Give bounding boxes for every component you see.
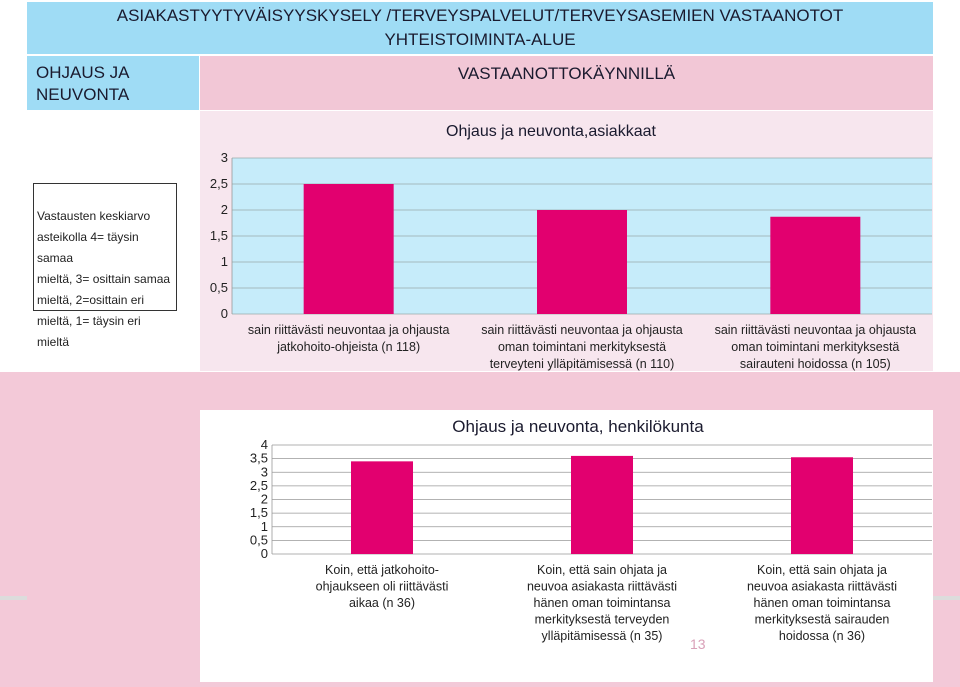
legend-note: Vastausten keskiarvo asteikolla 4= täysi… <box>37 206 175 353</box>
category-label: sain riittävästi neuvontaa ja ohjausta om… <box>715 323 917 371</box>
page-number: 13 <box>690 636 706 652</box>
legend-note-box <box>33 183 177 311</box>
category-label-line: ohjaukseen oli riittävästi <box>316 580 449 594</box>
legend-note-line: mieltä, 3= osittain samaa <box>37 272 171 286</box>
category-label: Koin, että jatkohoito-ohjaukseen oli rii… <box>316 563 449 610</box>
y-tick-label: 1,5 <box>250 505 268 520</box>
legend-note-line: Vastausten keskiarvo <box>37 209 151 223</box>
subsection-label: VASTAANOTTOKÄYNNILLÄ <box>457 64 676 83</box>
section-label-box <box>27 56 199 110</box>
category-label-line: aikaa (n 36) <box>349 596 415 610</box>
category-label-line: neuvoa asiakasta riittävästi <box>747 580 897 594</box>
category-label-line: sain riittävästi neuvontaa ja ohjausta <box>715 323 917 337</box>
y-tick-label: 1 <box>221 254 228 269</box>
category-label-line: Koin, että sain ohjata ja <box>537 563 667 577</box>
y-tick-label: 2,5 <box>210 176 228 191</box>
y-tick-label: 0,5 <box>210 280 228 295</box>
page-title-line2: YHTEISTOIMINTA-ALUE <box>384 30 576 49</box>
y-tick-label: 3,5 <box>250 451 268 466</box>
category-label: sain riittävästi neuvontaa ja ohjausta ja… <box>248 323 450 354</box>
category-label-line: neuvoa asiakasta riittävästi <box>527 580 677 594</box>
section-label: OHJAUS JA NEUVONTA <box>36 63 130 104</box>
bar <box>571 455 633 554</box>
y-tick-label: 0 <box>221 306 228 321</box>
bar <box>791 457 853 554</box>
y-tick-label: 1,5 <box>210 228 228 243</box>
chart-title: Ohjaus ja neuvonta, henkilökunta <box>452 417 704 436</box>
divider <box>0 596 27 600</box>
category-label-line: oman toimintani merkityksestä <box>498 340 666 354</box>
category-label-line: merkityksestä sairauden <box>755 613 890 627</box>
bar <box>303 184 394 314</box>
category-label-line: hänen oman toimintansa <box>534 596 671 610</box>
chart-title: Ohjaus ja neuvonta,asiakkaat <box>446 123 656 140</box>
bar <box>770 216 861 314</box>
category-label-line: Koin, että jatkohoito- <box>325 563 439 577</box>
category-label: Koin, että sain ohjata ja neuvoa asiakast… <box>747 563 897 643</box>
category-label-line: hänen oman toimintansa <box>754 596 891 610</box>
bar <box>537 210 627 314</box>
category-label-line: sain riittävästi neuvontaa ja ohjausta <box>248 323 450 337</box>
category-label: sain riittävästi neuvontaa ja ohjausta om… <box>481 323 683 371</box>
category-label-line: jatkohoito-ohjeista (n 118) <box>276 340 420 354</box>
y-tick-label: 2 <box>221 202 228 217</box>
y-tick-label: 3 <box>261 464 268 479</box>
y-tick-label: 2 <box>261 492 268 507</box>
divider <box>933 596 960 600</box>
category-label-line: hoidossa (n 36) <box>779 629 865 643</box>
category-label-line: ylläpitämisessä (n 35) <box>542 629 663 643</box>
page-title-line1: ASIAKASTYYTYVÄISYYSKYSELY /TERVEYSPALVEL… <box>116 6 844 25</box>
category-label-line: Koin, että sain ohjata ja <box>757 563 887 577</box>
category-label-line: terveyteni ylläpitämisessä (n 110) <box>490 357 675 371</box>
category-label-line: sairauteni hoidossa (n 105) <box>740 357 891 371</box>
y-tick-label: 0 <box>261 546 268 561</box>
y-tick-label: 2,5 <box>250 478 268 493</box>
legend-note-line: asteikolla 4= täysin samaa <box>37 230 139 265</box>
legend-note-line: mieltä, 1= täysin eri mieltä <box>37 314 141 349</box>
category-label-line: oman toimintani merkityksestä <box>731 340 899 354</box>
category-label: Koin, että sain ohjata ja neuvoa asiakast… <box>527 563 677 643</box>
subsection-box <box>200 56 933 110</box>
y-tick-label: 1 <box>261 519 268 534</box>
category-label-line: merkityksestä terveyden <box>535 613 670 627</box>
y-tick-label: 4 <box>261 437 268 452</box>
y-tick-label: 0,5 <box>250 532 268 547</box>
y-tick-label: 3 <box>221 150 228 165</box>
legend-note-line: mieltä, 2=osittain eri <box>37 293 145 307</box>
bar <box>351 461 413 554</box>
title-bar <box>27 2 933 54</box>
category-label-line: sain riittävästi neuvontaa ja ohjausta <box>481 323 683 337</box>
